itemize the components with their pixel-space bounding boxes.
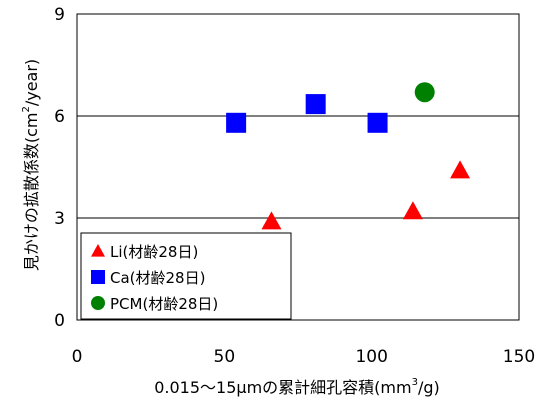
y-tick-label: 6 [54,107,65,127]
legend-box [80,232,292,320]
legend: Li(材齢28日) Ca(材齢28日) PCM(材齢28日) [80,232,292,320]
y-tick-label: 0 [54,311,65,331]
data-point-triangle [450,160,471,179]
legend-marker-circle [91,296,105,310]
x-axis-label-tail: /g) [418,378,440,397]
y-axis-label-tail: /year) [22,59,41,106]
legend-entry-label: PCM(材齢28日) [110,295,218,313]
y-axis-label-sup: 2 [21,106,32,112]
data-point-circle [414,82,435,103]
x-axis-label-main: 0.015～15μmの累計細孔容積(mm [154,378,411,397]
plot-area-frame [76,13,520,321]
y-axis-label-main: 見かけの拡散係数(cm [22,113,41,272]
x-tick-label: 150 [503,347,535,367]
data-point-triangle [261,211,282,230]
x-tick-label: 100 [355,347,387,367]
legend-marker-square [91,270,105,284]
data-point-square [305,94,326,115]
grid-lines [77,115,519,219]
legend-entry-label: Li(材齢28日) [110,243,198,261]
data-point-square [367,112,388,133]
data-points [226,82,471,230]
x-tick-label: 0 [72,347,83,367]
x-axis-label-sup: 3 [412,377,418,388]
data-point-triangle [402,201,423,220]
legend-marker-triangle [91,244,105,257]
legend-entry-label: Ca(材齢28日) [110,269,205,287]
x-axis-label: 0.015～15μmの累計細孔容積(mm3/g) [154,377,440,397]
data-point-square [226,112,247,133]
y-tick-label: 9 [54,5,65,25]
y-axis-label: 見かけの拡散係数(cm2/year) [21,59,41,271]
tick-labels: 0 3 6 9 0 50 100 150 [54,5,535,367]
x-tick-label: 50 [214,347,236,367]
y-tick-label: 3 [54,209,65,229]
